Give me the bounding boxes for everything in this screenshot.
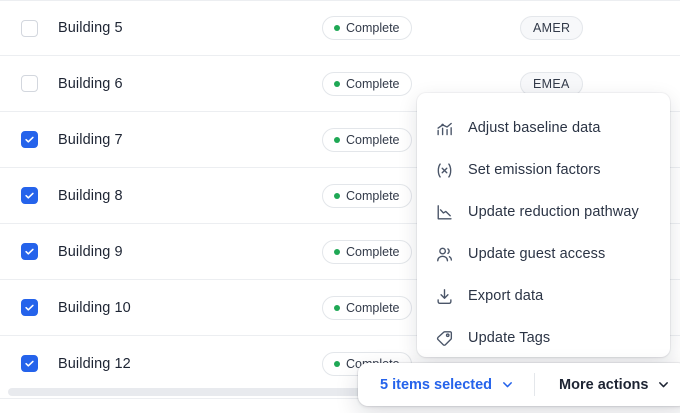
region-tag: EMEA — [520, 71, 583, 96]
row-name: Building 8 — [58, 187, 123, 204]
menu-item-label: Export data — [468, 288, 544, 304]
more-actions-dropdown-menu[interactable]: Adjust baseline data Set emission factor… — [417, 93, 670, 357]
check-icon — [24, 136, 34, 143]
row-select-cell[interactable] — [0, 19, 58, 37]
row-checkbox[interactable] — [20, 187, 38, 204]
status-dot-icon — [334, 192, 340, 199]
bulk-action-bar: 5 items selected More actions — [358, 363, 680, 406]
row-select-cell[interactable] — [0, 187, 58, 204]
status-badge: Complete — [322, 183, 412, 208]
status-label: Complete — [346, 21, 400, 35]
row-name: Building 7 — [58, 131, 123, 148]
check-icon — [24, 248, 34, 255]
tag-icon — [434, 328, 454, 348]
status-dot-icon — [334, 360, 340, 367]
more-actions-label: More actions — [559, 376, 649, 393]
row-select-cell[interactable] — [0, 243, 58, 260]
menu-item-update-tags[interactable]: Update Tags — [417, 317, 670, 359]
menu-item-update-guest-access[interactable]: Update guest access — [417, 233, 670, 275]
status-dot-icon — [334, 136, 340, 143]
status-label: Complete — [346, 76, 400, 91]
row-checkbox[interactable] — [20, 19, 38, 37]
row-name: Building 5 — [58, 20, 123, 36]
check-icon — [24, 304, 34, 311]
menu-item-set-emission-factors[interactable]: Set emission factors — [417, 149, 670, 191]
row-status-cell: Complete — [322, 127, 520, 152]
menu-item-export-data[interactable]: Export data — [417, 275, 670, 317]
items-selected-button[interactable]: 5 items selected — [358, 363, 534, 406]
users-icon — [434, 244, 454, 264]
menu-item-label: Adjust baseline data — [468, 120, 601, 136]
menu-item-adjust-baseline-data[interactable]: Adjust baseline data — [417, 107, 670, 149]
status-badge: Complete — [322, 16, 412, 40]
check-icon — [24, 192, 34, 199]
chevron-down-icon — [503, 382, 512, 388]
menu-item-label: Update Tags — [468, 330, 551, 346]
row-status-cell: Complete — [322, 239, 520, 264]
status-badge: Complete — [322, 71, 412, 96]
items-selected-label: 5 items selected — [380, 376, 493, 393]
table-row[interactable]: Building 5 Complete AMER — [0, 0, 680, 56]
menu-item-label: Update guest access — [468, 246, 606, 262]
status-badge: Complete — [322, 295, 412, 320]
row-select-cell[interactable] — [0, 75, 58, 92]
action-bar-divider — [534, 373, 536, 396]
row-select-cell[interactable] — [0, 299, 58, 316]
row-checkbox[interactable] — [20, 243, 38, 260]
row-checkbox[interactable] — [20, 75, 38, 92]
row-status-cell: Complete — [322, 183, 520, 208]
row-status-cell: Complete — [322, 16, 520, 40]
row-select-cell[interactable] — [0, 131, 58, 148]
status-dot-icon — [334, 304, 340, 311]
row-checkbox[interactable] — [20, 299, 38, 316]
menu-item-update-reduction-pathway[interactable]: Update reduction pathway — [417, 191, 670, 233]
line-chart-down-icon — [434, 202, 454, 222]
more-actions-button[interactable]: More actions — [535, 363, 680, 406]
row-name: Building 9 — [58, 243, 123, 260]
status-label: Complete — [346, 132, 400, 147]
status-label: Complete — [346, 188, 400, 203]
status-badge: Complete — [322, 239, 412, 264]
status-dot-icon — [334, 248, 340, 255]
row-status-cell: Complete — [322, 295, 520, 320]
row-name: Building 6 — [58, 75, 123, 92]
region-tag: AMER — [520, 16, 584, 40]
menu-item-label: Update reduction pathway — [468, 204, 639, 220]
row-region-cell: AMER — [520, 16, 640, 40]
row-region-cell: EMEA — [520, 71, 640, 96]
bar-chart-baseline-icon — [434, 118, 454, 138]
status-badge: Complete — [322, 127, 412, 152]
download-icon — [434, 286, 454, 306]
chevron-down-icon — [659, 382, 669, 388]
status-label: Complete — [346, 300, 400, 315]
row-checkbox[interactable] — [20, 131, 38, 148]
horizontal-scrollbar-thumb[interactable] — [8, 388, 672, 396]
function-variable-icon — [434, 160, 454, 180]
status-dot-icon — [334, 80, 340, 87]
row-select-cell[interactable] — [0, 355, 58, 372]
row-name: Building 12 — [58, 355, 131, 372]
row-checkbox[interactable] — [20, 355, 38, 372]
status-dot-icon — [334, 25, 340, 31]
row-name: Building 10 — [58, 299, 131, 316]
menu-item-label: Set emission factors — [468, 162, 601, 178]
status-label: Complete — [346, 244, 400, 259]
row-status-cell: Complete — [322, 71, 520, 96]
check-icon — [24, 360, 34, 367]
